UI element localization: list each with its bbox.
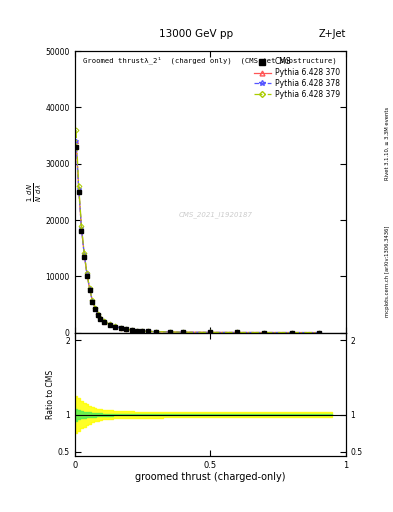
Text: Z+Jet: Z+Jet [318,29,346,39]
Y-axis label: $\frac{1}{N}\,\frac{dN}{d\lambda}$: $\frac{1}{N}\,\frac{dN}{d\lambda}$ [26,182,44,202]
X-axis label: groomed thrust (charged-only): groomed thrust (charged-only) [135,472,285,482]
Text: mcplots.cern.ch [arXiv:1306.3436]: mcplots.cern.ch [arXiv:1306.3436] [385,226,389,317]
Text: Groomed thrustλ_2¹  (charged only)  (CMS jet substructure): Groomed thrustλ_2¹ (charged only) (CMS j… [83,57,336,65]
Text: CMS_2021_I1920187: CMS_2021_I1920187 [179,211,253,218]
Legend: CMS, Pythia 6.428 370, Pythia 6.428 378, Pythia 6.428 379: CMS, Pythia 6.428 370, Pythia 6.428 378,… [252,55,342,101]
Text: Rivet 3.1.10, ≥ 3.3M events: Rivet 3.1.10, ≥ 3.3M events [385,106,389,180]
Y-axis label: Ratio to CMS: Ratio to CMS [46,370,55,419]
Text: 13000 GeV pp: 13000 GeV pp [160,29,233,39]
